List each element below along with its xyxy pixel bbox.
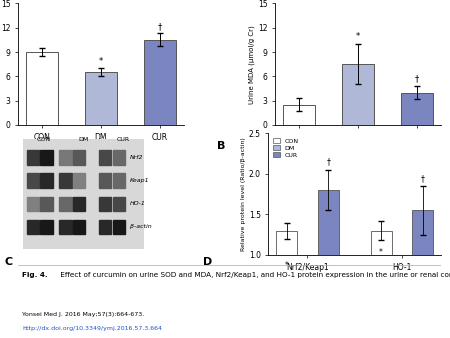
Text: Keap1: Keap1 (130, 178, 150, 183)
Legend: CON, DM, CUR: CON, DM, CUR (271, 137, 301, 160)
Bar (371, 231, 392, 336)
Bar (113, 220, 125, 234)
Bar (26, 52, 58, 125)
Bar (113, 150, 125, 165)
Bar (40, 197, 53, 211)
Bar (85, 72, 117, 125)
Bar (401, 93, 433, 125)
Text: CUR: CUR (117, 137, 130, 142)
Text: β-actin: β-actin (130, 224, 152, 230)
Text: *: * (379, 248, 383, 257)
Text: D: D (203, 257, 212, 267)
Bar (297, 279, 318, 336)
Text: †: † (415, 75, 419, 83)
Bar (392, 267, 412, 336)
Bar (412, 210, 433, 336)
Y-axis label: Relative protein level (Ratio/β-actin): Relative protein level (Ratio/β-actin) (241, 137, 246, 251)
Bar (40, 173, 53, 188)
Bar (276, 231, 297, 336)
Bar (342, 64, 374, 125)
Bar (73, 220, 86, 234)
Bar (318, 190, 338, 336)
Bar (27, 197, 39, 211)
Bar (27, 173, 39, 188)
Text: Fig. 4.: Fig. 4. (22, 272, 48, 278)
Bar (27, 220, 39, 234)
Bar (59, 173, 72, 188)
Bar (40, 150, 53, 165)
Bar (99, 173, 111, 188)
Bar (73, 173, 86, 188)
Text: B: B (217, 141, 225, 151)
Text: †: † (326, 158, 330, 167)
Bar (59, 197, 72, 211)
FancyBboxPatch shape (23, 140, 144, 249)
Text: *: * (99, 57, 103, 66)
Bar (99, 197, 111, 211)
Bar (113, 197, 125, 211)
Y-axis label: Urine MDA (μmol/g Cr): Urine MDA (μmol/g Cr) (248, 25, 255, 103)
Text: C: C (4, 257, 12, 267)
Bar (99, 150, 111, 165)
Bar (59, 150, 72, 165)
Bar (283, 105, 315, 125)
Bar (27, 150, 39, 165)
Text: †: † (421, 174, 425, 183)
Bar (144, 40, 176, 125)
Text: DM: DM (78, 137, 89, 142)
Text: http://dx.doi.org/10.3349/ymj.2016.57.3.664: http://dx.doi.org/10.3349/ymj.2016.57.3.… (22, 326, 162, 331)
Bar (59, 220, 72, 234)
Text: Nrf2: Nrf2 (130, 155, 144, 160)
Text: *: * (356, 32, 360, 42)
Text: †: † (158, 22, 162, 31)
Text: HO-1: HO-1 (130, 201, 146, 207)
Bar (40, 220, 53, 234)
Bar (99, 220, 111, 234)
Text: Effect of curcumin on urine SOD and MDA, Nrf2/Keap1, and HO-1 protein expression: Effect of curcumin on urine SOD and MDA,… (58, 272, 450, 279)
Bar (113, 173, 125, 188)
Bar (73, 197, 86, 211)
Text: CON: CON (37, 137, 51, 142)
Text: *: * (285, 261, 288, 269)
Bar (73, 150, 86, 165)
Text: Yonsei Med J. 2016 May;57(3):664-673.: Yonsei Med J. 2016 May;57(3):664-673. (22, 312, 144, 317)
